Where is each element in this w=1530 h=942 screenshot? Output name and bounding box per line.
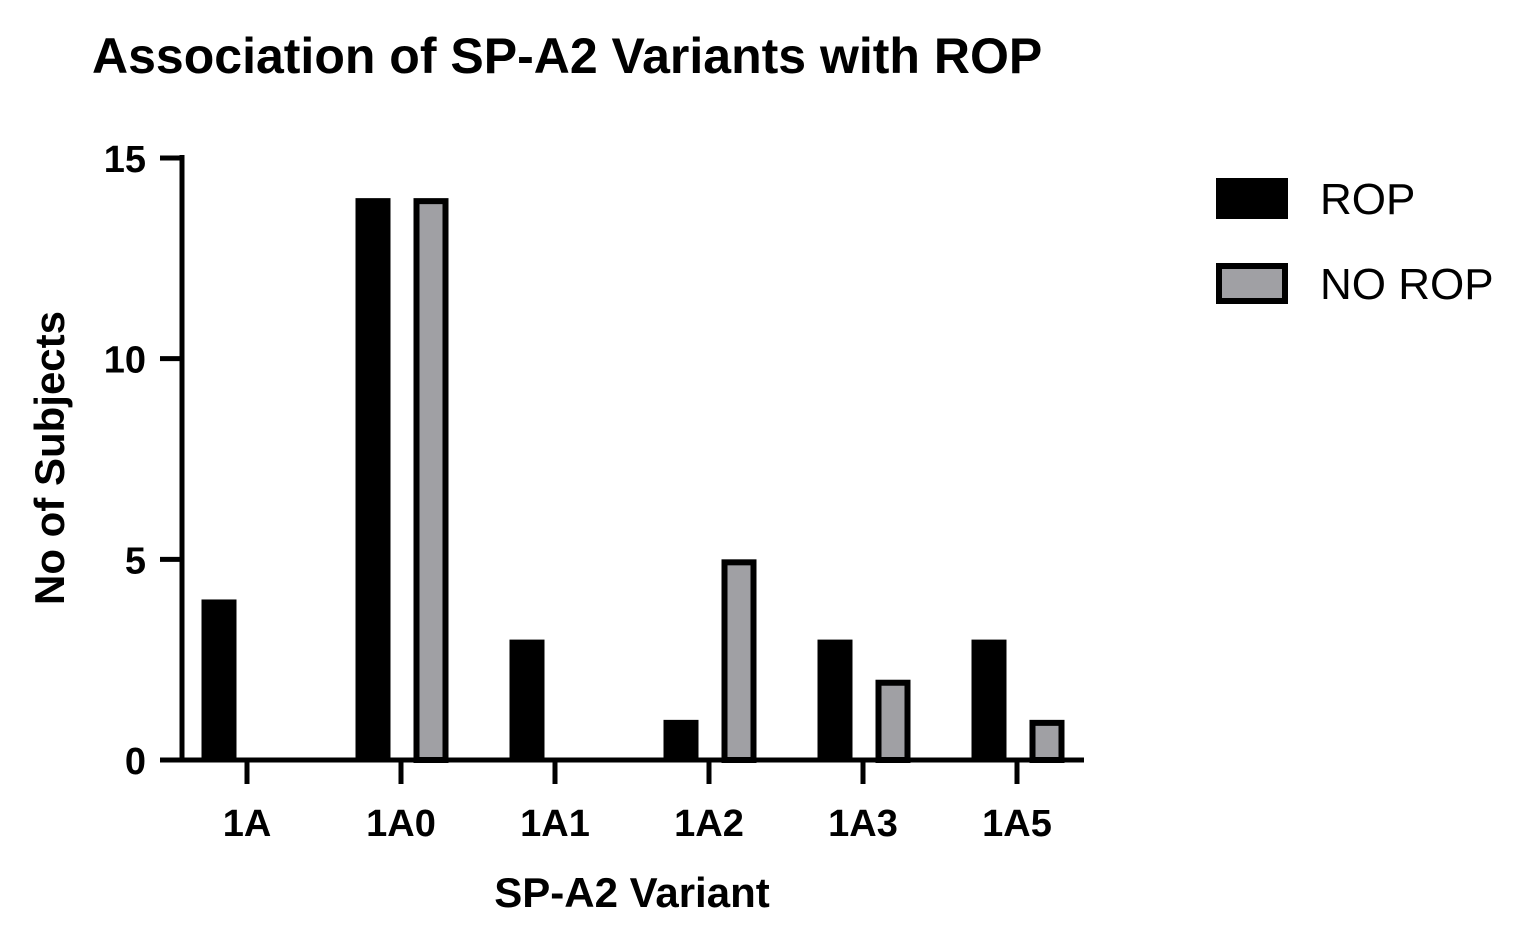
bar-rop-1a2 bbox=[663, 719, 699, 760]
bar-no-rop-1a3 bbox=[875, 679, 911, 764]
bar-no-rop-1a5 bbox=[1029, 719, 1065, 763]
bar-no-rop-1a0 bbox=[413, 198, 449, 763]
x-ticks: 1A 1A0 1A1 1A2 1A3 1A5 bbox=[223, 760, 1052, 845]
bars bbox=[201, 198, 1065, 764]
bar-rop-1a0 bbox=[355, 198, 391, 761]
y-tick-label: 5 bbox=[125, 540, 146, 582]
legend: ROP NO ROP bbox=[1216, 175, 1494, 309]
y-tick-label: 0 bbox=[125, 741, 146, 783]
x-tick-label-1a5: 1A5 bbox=[982, 803, 1052, 845]
legend-swatch-no-rop bbox=[1216, 263, 1288, 304]
y-axis-title: No of Subjects bbox=[26, 311, 73, 605]
bar-rop-1a bbox=[201, 599, 237, 760]
legend-swatch-rop bbox=[1216, 178, 1288, 219]
bar-rop-1a5 bbox=[971, 639, 1007, 760]
x-tick-label-1a0: 1A0 bbox=[366, 803, 436, 845]
y-tick-label: 15 bbox=[104, 139, 146, 181]
x-tick-label-1a3: 1A3 bbox=[828, 803, 898, 845]
bar-no-rop-1a2 bbox=[721, 559, 757, 763]
x-axis-title: SP-A2 Variant bbox=[494, 869, 769, 916]
plot-area: 0 5 10 15 1A 1A0 1A1 1A2 1A3 1A5 bbox=[104, 139, 1084, 845]
y-tick-label: 10 bbox=[104, 340, 146, 382]
legend-label-no-rop: NO ROP bbox=[1320, 260, 1494, 309]
x-tick-label-1a2: 1A2 bbox=[674, 803, 744, 845]
chart-title: Association of SP-A2 Variants with ROP bbox=[92, 28, 1042, 84]
bar-rop-1a3 bbox=[817, 639, 853, 760]
x-tick-label-1a1: 1A1 bbox=[520, 803, 590, 845]
y-ticks: 0 5 10 15 bbox=[104, 139, 182, 783]
bar-rop-1a1 bbox=[509, 639, 545, 760]
x-tick-label-1a: 1A bbox=[223, 803, 272, 845]
legend-label-rop: ROP bbox=[1320, 175, 1415, 224]
